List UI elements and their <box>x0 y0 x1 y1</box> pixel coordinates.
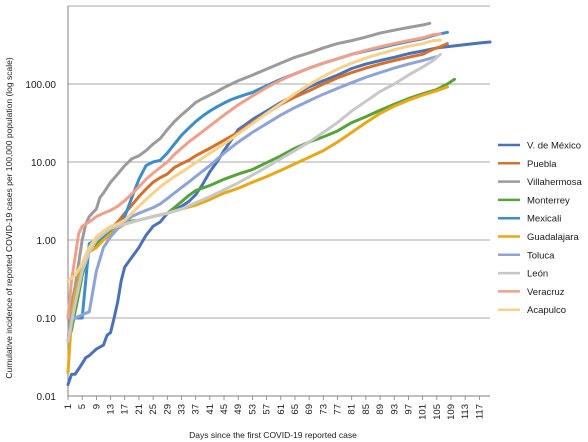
x-tick-label: 13 <box>106 404 117 415</box>
x-tick-label: 73 <box>318 404 329 415</box>
legend-label: V. de México <box>527 141 581 152</box>
series-line <box>66 85 449 375</box>
x-axis-title: Days since the first COVID-19 reported c… <box>189 430 357 440</box>
y-axis-title: Cumulative incidence of reported COVID-1… <box>4 57 14 378</box>
x-tick-label: 69 <box>304 404 315 415</box>
y-tick-label: 10.00 <box>31 158 56 169</box>
x-tick-label: 21 <box>134 404 145 415</box>
series-line <box>66 52 442 343</box>
y-tick-label: 1.00 <box>37 236 57 247</box>
x-tick-label: 61 <box>276 404 287 415</box>
legend-label: León <box>527 269 548 280</box>
y-tick-label: 100.00 <box>25 80 56 91</box>
x-tick-label: 41 <box>205 404 216 415</box>
x-tick-label: 33 <box>176 404 187 415</box>
x-tick-label: 77 <box>333 404 344 415</box>
x-tick-label: 65 <box>290 404 301 415</box>
y-tick-labels: 0.01 0.10 1.00 10.00 100.00 <box>25 80 56 403</box>
legend-label: Villahermosa <box>527 177 582 188</box>
x-tick-label: 97 <box>403 404 414 415</box>
series-line <box>66 32 442 320</box>
x-tick-label: 113 <box>460 404 471 419</box>
legend-label: Mexicali <box>527 214 561 225</box>
legend-label: Monterrey <box>527 195 570 206</box>
legend: V. de México Puebla Villahermosa Monterrey M… <box>498 141 582 316</box>
x-tick-label: 109 <box>446 404 457 420</box>
x-tick-label: 25 <box>148 404 159 415</box>
x-tick-labels: 1 5 9 13 17 21 25 29 33 37 41 45 49 53 57 61 65 69 73 77 81 8… <box>63 404 485 420</box>
x-tick-label: 101 <box>418 404 429 420</box>
legend-label: Veracruz <box>527 287 565 298</box>
series-line <box>66 21 432 343</box>
series-line <box>66 38 442 283</box>
x-tick-label: 57 <box>262 404 273 415</box>
y-tick-label: 0.10 <box>37 314 57 325</box>
x-tick-label: 49 <box>233 404 244 415</box>
series-line <box>66 55 439 320</box>
x-tick-label: 85 <box>361 404 372 415</box>
x-tick-label: 37 <box>191 404 202 415</box>
x-tick-label: 117 <box>474 404 485 419</box>
x-tick-label: 45 <box>219 404 230 415</box>
x-tick-label: 1 <box>63 404 74 409</box>
series-lines <box>66 21 492 387</box>
x-tick-label: 17 <box>120 404 131 415</box>
legend-label: Puebla <box>527 159 557 170</box>
x-tick-label: 53 <box>247 404 258 415</box>
x-tick-label: 5 <box>77 404 88 409</box>
y-tick-label: 0.01 <box>37 392 57 403</box>
x-tick-label: 93 <box>389 404 400 415</box>
x-tick-label: 81 <box>347 404 358 415</box>
x-tick-label: 105 <box>432 404 443 420</box>
legend-label: Guadalajara <box>527 232 579 243</box>
legend-label: Acapulco <box>527 305 566 316</box>
x-tick-label: 89 <box>375 404 386 415</box>
x-tick-label: 29 <box>162 404 173 415</box>
series-line <box>66 40 492 387</box>
series-line <box>66 30 449 320</box>
x-tick-label: 9 <box>91 404 102 409</box>
legend-label: Toluca <box>527 250 555 261</box>
